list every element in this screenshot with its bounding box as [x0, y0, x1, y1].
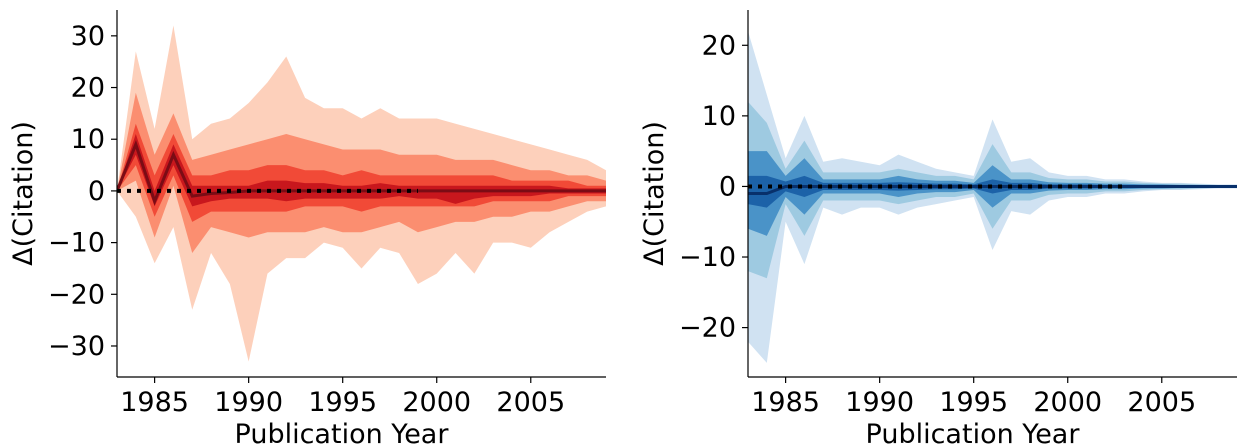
- quantile-band-4: [748, 175, 1237, 208]
- x-tick-label: 1995: [939, 387, 1008, 418]
- plot-area: [748, 31, 1237, 363]
- left-chart-panel: 1985 1990 1995 2000 2005 30 20 10 0 −10 −20 −30 Publ…: [8, 10, 606, 447]
- y-tick-label: −10: [48, 228, 105, 259]
- x-tick-label: 1995: [308, 387, 377, 418]
- x-tick-label: 1985: [751, 387, 820, 418]
- x-tick-label: 2005: [496, 387, 565, 418]
- y-tick-label: −20: [679, 313, 736, 344]
- y-tick-label: 20: [702, 30, 736, 61]
- y-tick-label: 30: [71, 21, 105, 52]
- plot-area: [117, 25, 606, 362]
- x-axis-label: Publication Year: [866, 419, 1081, 447]
- y-tick-label: −30: [48, 331, 105, 362]
- y-tick-label: 0: [88, 176, 105, 207]
- y-tick-label: 10: [71, 124, 105, 155]
- x-tick-label: 1990: [845, 387, 914, 418]
- x-tick-label: 2005: [1127, 387, 1196, 418]
- y-axis-label: Δ(Citation): [8, 121, 39, 266]
- y-tick-label: 0: [719, 171, 736, 202]
- y-tick-label: −10: [679, 242, 736, 273]
- x-tick-label: 1990: [214, 387, 283, 418]
- x-tick-label: 1985: [120, 387, 189, 418]
- y-tick-label: 10: [702, 101, 736, 132]
- x-tick-label: 2000: [1033, 387, 1102, 418]
- y-axis-label: Δ(Citation): [639, 121, 670, 266]
- x-axis-label: Publication Year: [235, 419, 450, 447]
- y-tick-label: −20: [48, 279, 105, 310]
- y-tick-label: 20: [71, 73, 105, 104]
- right-chart-panel: 1985 1990 1995 2000 200520100−10−20Publicati…: [639, 10, 1237, 447]
- quantile-band-4: [117, 134, 606, 207]
- x-tick-label: 2000: [402, 387, 471, 418]
- median-line: [117, 140, 606, 206]
